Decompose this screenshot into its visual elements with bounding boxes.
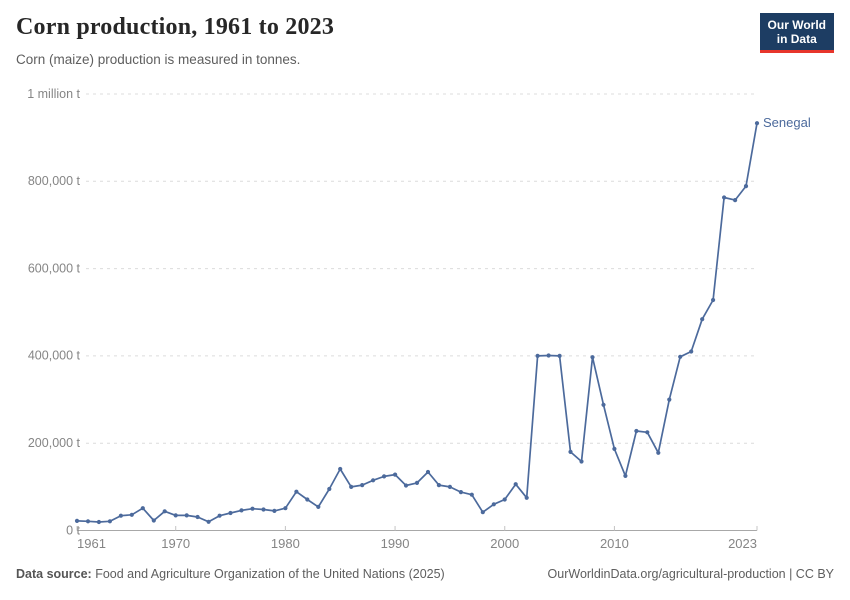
data-point[interactable] (382, 474, 387, 479)
data-point[interactable] (272, 508, 277, 513)
data-point[interactable] (140, 506, 145, 511)
x-axis-label: 1990 (381, 536, 410, 551)
data-point[interactable] (184, 513, 189, 518)
data-point[interactable] (645, 430, 650, 435)
data-point[interactable] (360, 483, 365, 488)
data-point[interactable] (590, 355, 595, 360)
owid-logo[interactable]: Our World in Data (759, 13, 834, 53)
x-axis-label: 2000 (490, 536, 519, 551)
data-point[interactable] (546, 353, 551, 358)
data-point[interactable] (513, 482, 518, 487)
x-axis-label: 1980 (271, 536, 300, 551)
data-point[interactable] (754, 121, 760, 126)
line-series-senegal[interactable] (76, 122, 758, 523)
data-point[interactable] (491, 502, 496, 507)
chart-footer: Data source: Food and Agriculture Organi… (16, 567, 834, 581)
series-label-senegal[interactable]: Senegal (763, 115, 811, 130)
data-point[interactable] (480, 510, 485, 515)
data-point[interactable] (601, 402, 606, 407)
data-point[interactable] (217, 513, 222, 518)
data-point[interactable] (469, 492, 474, 497)
data-point[interactable] (85, 519, 91, 524)
data-point[interactable] (524, 495, 529, 500)
footer-citation-link[interactable]: OurWorldinData.org/agricultural-producti… (547, 567, 834, 581)
data-point[interactable] (371, 478, 376, 483)
data-point[interactable] (743, 184, 749, 189)
data-point[interactable] (162, 509, 167, 514)
data-point[interactable] (425, 469, 431, 475)
data-point[interactable] (502, 497, 507, 502)
data-point[interactable] (612, 446, 617, 451)
data-point[interactable] (250, 506, 255, 511)
data-point[interactable] (711, 297, 716, 303)
data-point[interactable] (623, 473, 628, 478)
data-point[interactable] (414, 480, 420, 485)
data-point[interactable] (129, 512, 134, 517)
data-point[interactable] (678, 354, 683, 359)
y-axis-label: 600,000 t (28, 261, 81, 275)
data-point[interactable] (393, 472, 398, 477)
x-axis-label: 2010 (600, 536, 629, 551)
data-point[interactable] (349, 484, 354, 489)
data-point[interactable] (338, 466, 343, 472)
data-source-note: Data source: Food and Agriculture Organi… (16, 567, 445, 581)
data-point[interactable] (634, 428, 639, 434)
data-point[interactable] (722, 195, 727, 200)
data-source-text: Food and Agriculture Organization of the… (91, 567, 445, 581)
data-point[interactable] (656, 450, 661, 455)
data-point[interactable] (206, 519, 211, 524)
data-point[interactable] (733, 198, 738, 203)
data-point[interactable] (173, 513, 178, 518)
data-point[interactable] (228, 510, 233, 516)
data-point[interactable] (458, 490, 463, 495)
y-axis-label: 800,000 t (28, 174, 81, 188)
data-point[interactable] (316, 504, 321, 509)
data-point[interactable] (294, 489, 299, 494)
data-point[interactable] (239, 508, 244, 513)
data-point[interactable] (579, 459, 584, 464)
data-point[interactable] (689, 349, 694, 354)
data-point[interactable] (195, 514, 200, 520)
data-point[interactable] (74, 518, 80, 524)
data-point[interactable] (700, 317, 705, 322)
data-point[interactable] (447, 484, 452, 489)
page-title: Corn production, 1961 to 2023 (16, 14, 335, 40)
data-point[interactable] (96, 519, 101, 525)
data-point[interactable] (261, 507, 266, 512)
x-axis-label: 2023 (728, 536, 757, 551)
data-point[interactable] (151, 518, 156, 523)
owid-logo-line2: in Data (776, 32, 817, 46)
data-point[interactable] (118, 513, 123, 518)
data-point[interactable] (283, 506, 288, 511)
y-axis-label: 1 million t (27, 87, 80, 101)
data-point[interactable] (327, 486, 332, 492)
x-axis-label: 1961 (77, 536, 106, 551)
data-point[interactable] (568, 449, 573, 454)
data-point[interactable] (535, 353, 540, 358)
data-source-label: Data source: (16, 567, 92, 581)
y-axis-label: 200,000 t (28, 436, 81, 450)
data-point[interactable] (403, 483, 409, 488)
data-point[interactable] (436, 483, 441, 488)
y-axis-label: 400,000 t (28, 349, 81, 363)
data-point[interactable] (305, 497, 310, 502)
data-point[interactable] (667, 397, 672, 402)
chart-subtitle: Corn (maize) production is measured in t… (16, 52, 301, 67)
owid-logo-line1: Our World (767, 18, 826, 32)
data-point[interactable] (107, 519, 112, 524)
data-point[interactable] (557, 353, 562, 358)
x-axis-label: 1970 (161, 536, 190, 551)
